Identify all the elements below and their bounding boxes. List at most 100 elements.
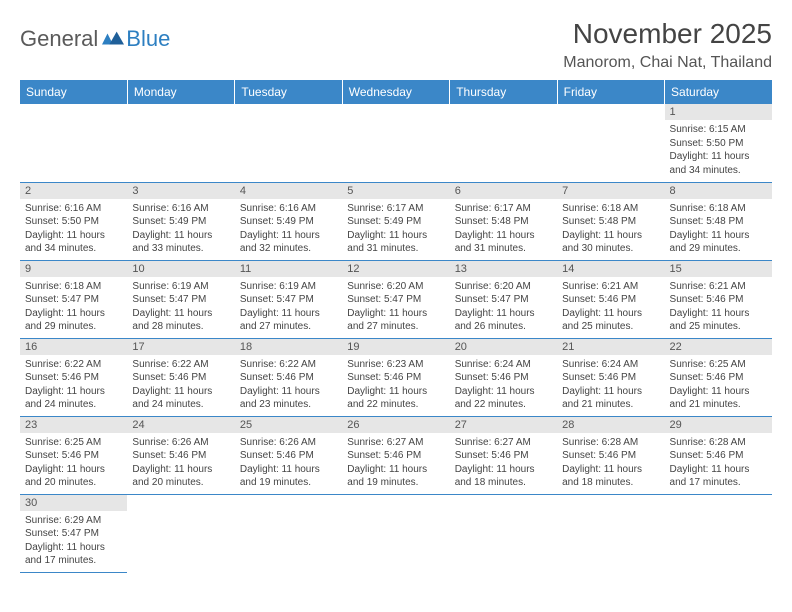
day-details: Sunrise: 6:22 AMSunset: 5:46 PMDaylight:…: [235, 355, 342, 415]
day-number: 17: [127, 339, 234, 355]
weekday-header: Friday: [557, 80, 664, 104]
day-details: Sunrise: 6:25 AMSunset: 5:46 PMDaylight:…: [20, 433, 127, 493]
weekday-header: Sunday: [20, 80, 127, 104]
location: Manorom, Chai Nat, Thailand: [563, 54, 772, 72]
day-details: Sunrise: 6:27 AMSunset: 5:46 PMDaylight:…: [342, 433, 449, 493]
day-number: 11: [235, 261, 342, 277]
day-number: 18: [235, 339, 342, 355]
day-cell: 15Sunrise: 6:21 AMSunset: 5:46 PMDayligh…: [665, 260, 772, 338]
day-number: 9: [20, 261, 127, 277]
day-details: Sunrise: 6:25 AMSunset: 5:46 PMDaylight:…: [665, 355, 772, 415]
calendar-body: 1Sunrise: 6:15 AMSunset: 5:50 PMDaylight…: [20, 104, 772, 572]
day-details: Sunrise: 6:17 AMSunset: 5:48 PMDaylight:…: [450, 199, 557, 259]
day-number: 3: [127, 183, 234, 199]
day-cell: 16Sunrise: 6:22 AMSunset: 5:46 PMDayligh…: [20, 338, 127, 416]
day-number: 1: [665, 104, 772, 120]
flag-icon: [102, 31, 124, 47]
day-cell: 3Sunrise: 6:16 AMSunset: 5:49 PMDaylight…: [127, 182, 234, 260]
day-cell: 17Sunrise: 6:22 AMSunset: 5:46 PMDayligh…: [127, 338, 234, 416]
day-details: Sunrise: 6:24 AMSunset: 5:46 PMDaylight:…: [557, 355, 664, 415]
logo-text-general: General: [20, 26, 98, 52]
day-details: Sunrise: 6:28 AMSunset: 5:46 PMDaylight:…: [665, 433, 772, 493]
day-number: 20: [450, 339, 557, 355]
day-cell: 25Sunrise: 6:26 AMSunset: 5:46 PMDayligh…: [235, 416, 342, 494]
day-number: 10: [127, 261, 234, 277]
empty-cell: [665, 494, 772, 572]
day-number: 24: [127, 417, 234, 433]
day-number: 26: [342, 417, 449, 433]
day-cell: 30Sunrise: 6:29 AMSunset: 5:47 PMDayligh…: [20, 494, 127, 572]
day-number: 21: [557, 339, 664, 355]
day-number: 22: [665, 339, 772, 355]
calendar-row: 23Sunrise: 6:25 AMSunset: 5:46 PMDayligh…: [20, 416, 772, 494]
day-cell: 28Sunrise: 6:28 AMSunset: 5:46 PMDayligh…: [557, 416, 664, 494]
empty-cell: [127, 104, 234, 182]
day-cell: 24Sunrise: 6:26 AMSunset: 5:46 PMDayligh…: [127, 416, 234, 494]
day-cell: 4Sunrise: 6:16 AMSunset: 5:49 PMDaylight…: [235, 182, 342, 260]
day-cell: 27Sunrise: 6:27 AMSunset: 5:46 PMDayligh…: [450, 416, 557, 494]
day-cell: 11Sunrise: 6:19 AMSunset: 5:47 PMDayligh…: [235, 260, 342, 338]
day-details: Sunrise: 6:23 AMSunset: 5:46 PMDaylight:…: [342, 355, 449, 415]
empty-cell: [450, 104, 557, 182]
calendar-row: 16Sunrise: 6:22 AMSunset: 5:46 PMDayligh…: [20, 338, 772, 416]
empty-cell: [20, 104, 127, 182]
weekday-header: Thursday: [450, 80, 557, 104]
day-details: Sunrise: 6:24 AMSunset: 5:46 PMDaylight:…: [450, 355, 557, 415]
empty-cell: [342, 104, 449, 182]
day-number: 25: [235, 417, 342, 433]
day-details: Sunrise: 6:26 AMSunset: 5:46 PMDaylight:…: [235, 433, 342, 493]
empty-cell: [342, 494, 449, 572]
day-cell: 5Sunrise: 6:17 AMSunset: 5:49 PMDaylight…: [342, 182, 449, 260]
day-cell: 19Sunrise: 6:23 AMSunset: 5:46 PMDayligh…: [342, 338, 449, 416]
day-cell: 12Sunrise: 6:20 AMSunset: 5:47 PMDayligh…: [342, 260, 449, 338]
day-details: Sunrise: 6:22 AMSunset: 5:46 PMDaylight:…: [20, 355, 127, 415]
day-number: 23: [20, 417, 127, 433]
day-cell: 29Sunrise: 6:28 AMSunset: 5:46 PMDayligh…: [665, 416, 772, 494]
weekday-header: Tuesday: [235, 80, 342, 104]
weekday-header-row: Sunday Monday Tuesday Wednesday Thursday…: [20, 80, 772, 104]
day-number: 12: [342, 261, 449, 277]
day-details: Sunrise: 6:22 AMSunset: 5:46 PMDaylight:…: [127, 355, 234, 415]
day-cell: 1Sunrise: 6:15 AMSunset: 5:50 PMDaylight…: [665, 104, 772, 182]
day-cell: 21Sunrise: 6:24 AMSunset: 5:46 PMDayligh…: [557, 338, 664, 416]
day-cell: 14Sunrise: 6:21 AMSunset: 5:46 PMDayligh…: [557, 260, 664, 338]
calendar-row: 30Sunrise: 6:29 AMSunset: 5:47 PMDayligh…: [20, 494, 772, 572]
title-block: November 2025 Manorom, Chai Nat, Thailan…: [563, 18, 772, 72]
day-number: 30: [20, 495, 127, 511]
day-cell: 23Sunrise: 6:25 AMSunset: 5:46 PMDayligh…: [20, 416, 127, 494]
day-cell: 9Sunrise: 6:18 AMSunset: 5:47 PMDaylight…: [20, 260, 127, 338]
day-number: 19: [342, 339, 449, 355]
weekday-header: Saturday: [665, 80, 772, 104]
day-number: 7: [557, 183, 664, 199]
day-cell: 18Sunrise: 6:22 AMSunset: 5:46 PMDayligh…: [235, 338, 342, 416]
day-number: 29: [665, 417, 772, 433]
day-number: 15: [665, 261, 772, 277]
weekday-header: Wednesday: [342, 80, 449, 104]
empty-cell: [127, 494, 234, 572]
day-cell: 2Sunrise: 6:16 AMSunset: 5:50 PMDaylight…: [20, 182, 127, 260]
day-details: Sunrise: 6:19 AMSunset: 5:47 PMDaylight:…: [127, 277, 234, 337]
day-cell: 10Sunrise: 6:19 AMSunset: 5:47 PMDayligh…: [127, 260, 234, 338]
day-number: 5: [342, 183, 449, 199]
day-details: Sunrise: 6:28 AMSunset: 5:46 PMDaylight:…: [557, 433, 664, 493]
calendar-row: 1Sunrise: 6:15 AMSunset: 5:50 PMDaylight…: [20, 104, 772, 182]
day-number: 6: [450, 183, 557, 199]
day-cell: 6Sunrise: 6:17 AMSunset: 5:48 PMDaylight…: [450, 182, 557, 260]
empty-cell: [557, 494, 664, 572]
empty-cell: [235, 494, 342, 572]
day-cell: 26Sunrise: 6:27 AMSunset: 5:46 PMDayligh…: [342, 416, 449, 494]
calendar-row: 2Sunrise: 6:16 AMSunset: 5:50 PMDaylight…: [20, 182, 772, 260]
day-details: Sunrise: 6:18 AMSunset: 5:48 PMDaylight:…: [557, 199, 664, 259]
day-details: Sunrise: 6:15 AMSunset: 5:50 PMDaylight:…: [665, 120, 772, 180]
day-details: Sunrise: 6:19 AMSunset: 5:47 PMDaylight:…: [235, 277, 342, 337]
day-details: Sunrise: 6:26 AMSunset: 5:46 PMDaylight:…: [127, 433, 234, 493]
logo-text-blue: Blue: [126, 26, 170, 52]
calendar-row: 9Sunrise: 6:18 AMSunset: 5:47 PMDaylight…: [20, 260, 772, 338]
day-number: 14: [557, 261, 664, 277]
day-cell: 7Sunrise: 6:18 AMSunset: 5:48 PMDaylight…: [557, 182, 664, 260]
month-title: November 2025: [563, 18, 772, 50]
day-details: Sunrise: 6:16 AMSunset: 5:49 PMDaylight:…: [235, 199, 342, 259]
day-cell: 8Sunrise: 6:18 AMSunset: 5:48 PMDaylight…: [665, 182, 772, 260]
logo: General Blue: [20, 18, 170, 52]
empty-cell: [450, 494, 557, 572]
